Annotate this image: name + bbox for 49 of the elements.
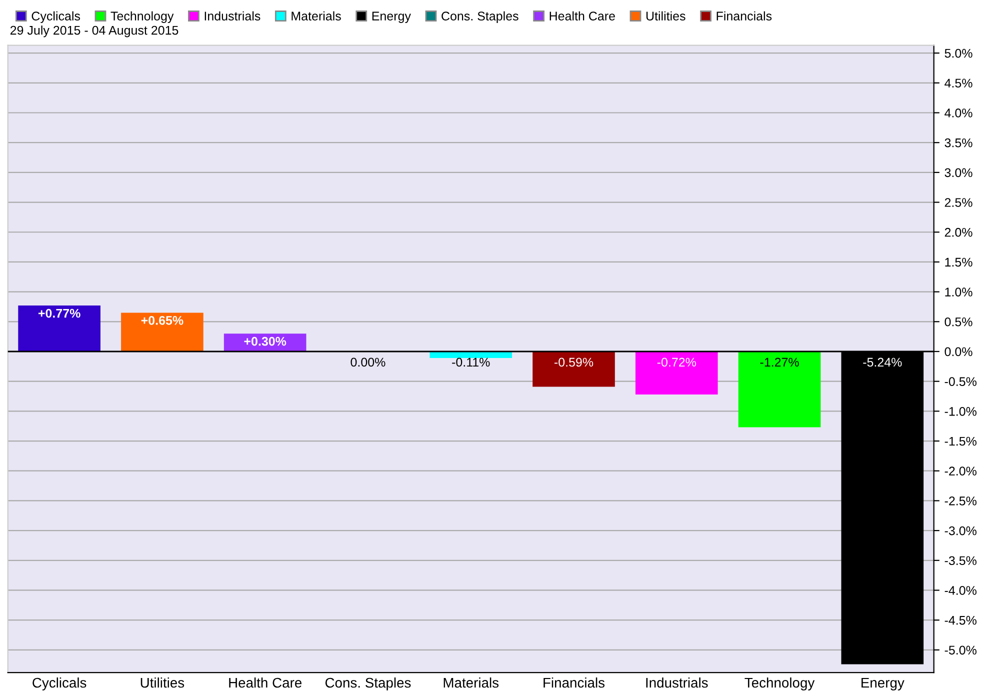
data-label: +0.30% <box>244 336 286 346</box>
y-tick-label: 2.0% <box>944 228 972 237</box>
legend-label: Cyclicals <box>32 11 80 23</box>
y-tick-label: -1.0% <box>944 406 976 416</box>
y-tick-label: -0.5% <box>944 377 976 386</box>
data-label: -0.11% <box>452 358 490 367</box>
x-tick-label: Financials <box>544 677 605 688</box>
data-label: -0.59% <box>554 358 594 367</box>
data-label: +0.65% <box>141 316 184 325</box>
legend-label: Energy <box>372 12 411 23</box>
y-tick-label: 1.0% <box>945 288 972 296</box>
data-label: -5.24% <box>863 358 902 367</box>
legend-label: Utilities <box>646 11 686 20</box>
y-tick-label: -2.5% <box>944 496 976 506</box>
legend-label: Technology <box>110 11 174 23</box>
x-tick-label: Cons. Staples <box>325 677 411 690</box>
y-tick-label: 3.0% <box>944 168 972 178</box>
y-tick-label: 4.0% <box>944 108 972 118</box>
data-label: -0.72% <box>657 358 696 367</box>
x-tick-label: Cyclicals <box>32 677 86 690</box>
y-tick-label: 5.0% <box>944 48 972 58</box>
data-label: 0.00% <box>350 358 386 367</box>
legend-label: Materials <box>292 11 341 20</box>
y-tick-label: -1.5% <box>944 436 976 446</box>
y-tick-label: 4.5% <box>944 78 972 88</box>
y-tick-label: 3.5% <box>944 138 972 148</box>
data-label: -1.27% <box>760 358 799 367</box>
y-tick-label: 1.5% <box>945 258 972 267</box>
x-tick-label: Utilities <box>140 677 184 688</box>
legend-label: Health Care <box>550 11 615 20</box>
x-tick-label: Technology <box>744 677 815 690</box>
y-tick-label: -4.5% <box>944 616 976 625</box>
y-tick-label: 2.5% <box>944 198 972 207</box>
y-tick-label: -3.0% <box>944 526 976 536</box>
y-tick-label: 0.5% <box>944 317 972 326</box>
y-tick-label: -2.0% <box>944 466 976 476</box>
legend-label: Cons. Staples <box>442 11 518 23</box>
legend-label: Industrials <box>204 11 260 20</box>
y-tick-label: 0.0% <box>944 347 972 356</box>
legend-label: Financials <box>716 11 772 20</box>
chart-subtitle: 29 July 2015 - 04 August 2015 <box>10 26 178 38</box>
data-label: +0.77% <box>38 308 80 318</box>
y-tick-label: -3.5% <box>944 556 976 566</box>
y-tick-label: -5.0% <box>944 646 976 655</box>
x-tick-label: Energy <box>862 678 904 690</box>
x-tick-label: Health Care <box>229 677 302 688</box>
x-tick-label: Industrials <box>646 677 708 688</box>
x-tick-label: Materials <box>444 677 499 688</box>
y-tick-label: -4.0% <box>944 586 976 595</box>
